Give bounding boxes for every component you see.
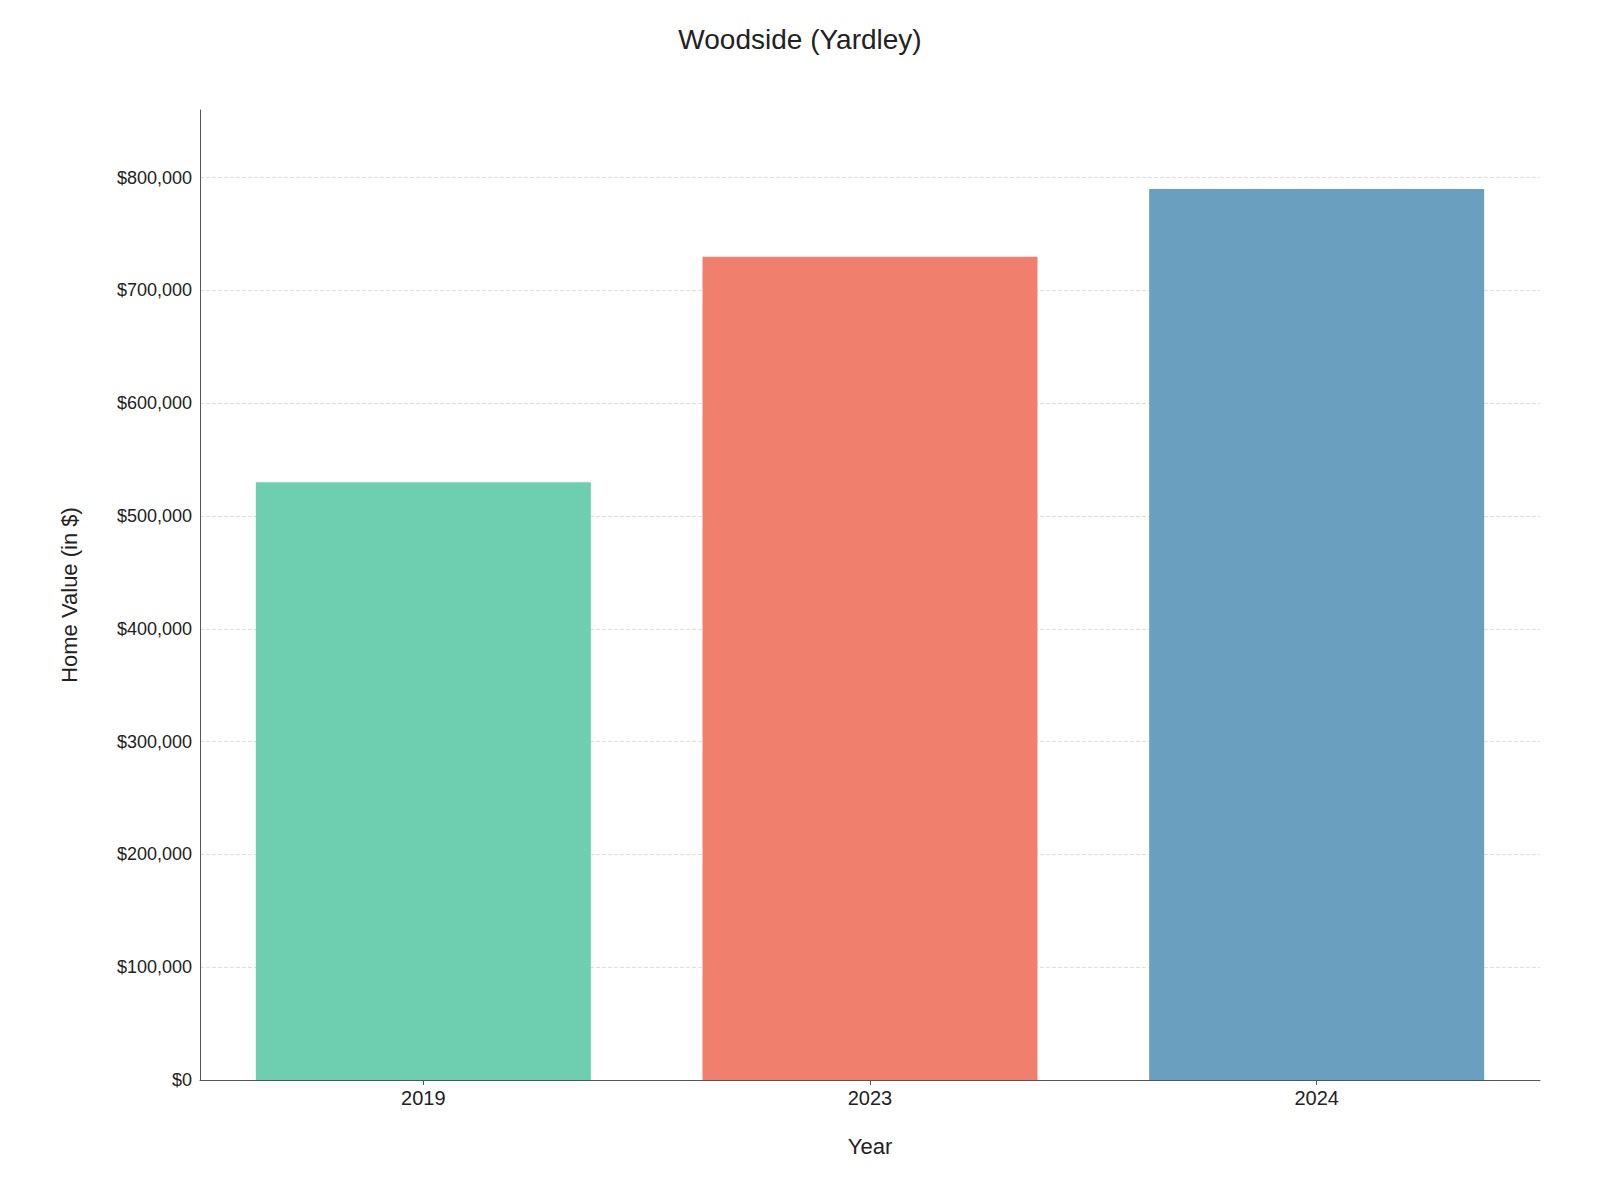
svg-text:Year: Year xyxy=(848,1134,892,1159)
svg-text:$200,000: $200,000 xyxy=(117,844,192,864)
svg-text:Woodside (Yardley): Woodside (Yardley) xyxy=(678,24,921,55)
svg-text:2024: 2024 xyxy=(1294,1087,1339,1109)
svg-text:$800,000: $800,000 xyxy=(117,168,192,188)
svg-text:2023: 2023 xyxy=(848,1087,893,1109)
svg-text:$700,000: $700,000 xyxy=(117,280,192,300)
svg-text:Home Value (in $): Home Value (in $) xyxy=(57,507,82,683)
svg-text:$0: $0 xyxy=(172,1070,192,1090)
svg-text:$600,000: $600,000 xyxy=(117,393,192,413)
svg-text:$300,000: $300,000 xyxy=(117,732,192,752)
svg-text:$100,000: $100,000 xyxy=(117,957,192,977)
svg-text:2019: 2019 xyxy=(401,1087,446,1109)
svg-text:$400,000: $400,000 xyxy=(117,619,192,639)
svg-text:$500,000: $500,000 xyxy=(117,506,192,526)
